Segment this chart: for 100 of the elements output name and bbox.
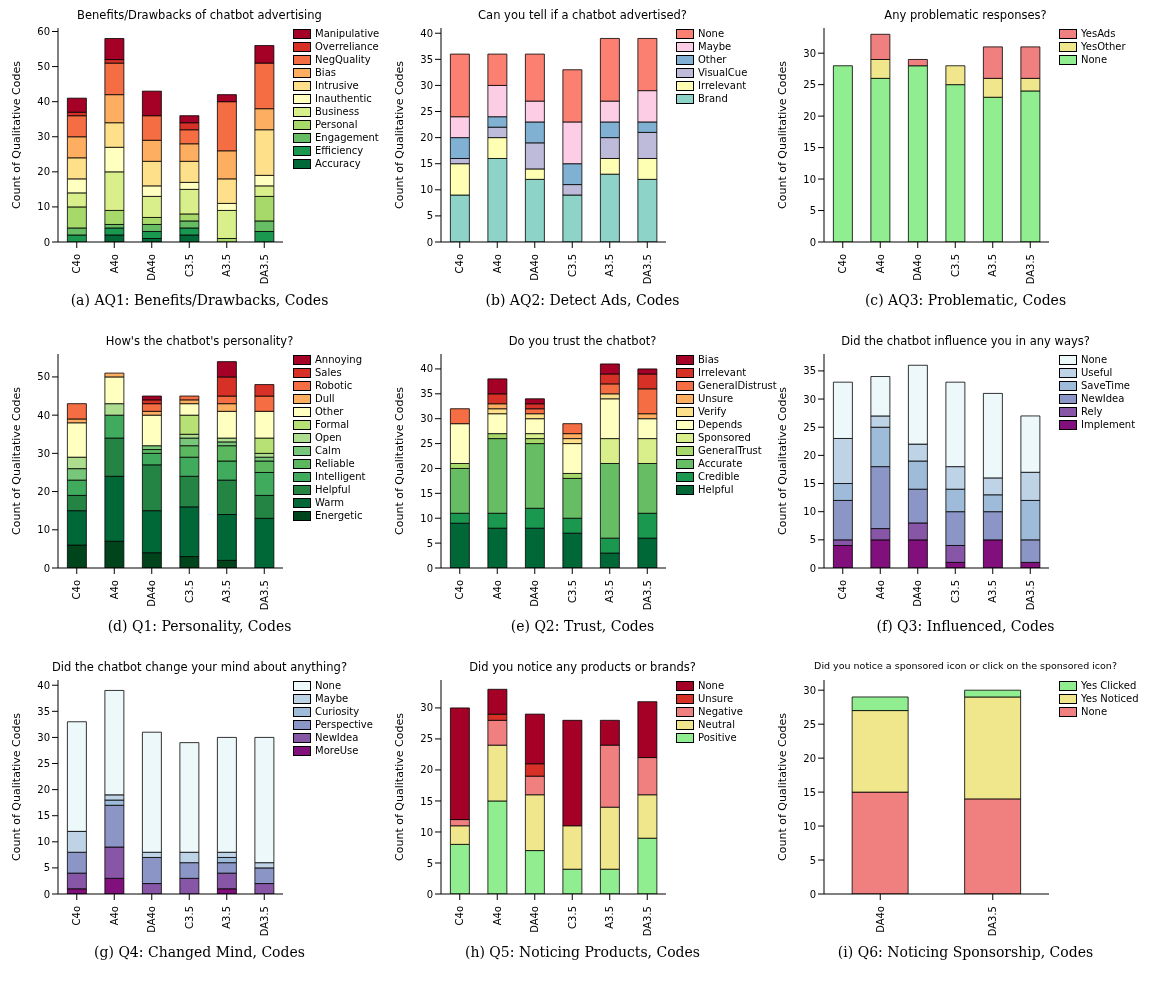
y-tick-label: 25 [420, 733, 433, 745]
x-tick-label: DA4o [146, 254, 158, 281]
legend-label: Efficiency [315, 145, 364, 156]
x-tick-label: C3.5 [566, 580, 578, 603]
legend-label: Sales [315, 367, 342, 378]
legend-label: Open [315, 432, 342, 443]
legend-label: None [698, 680, 725, 691]
text: (f) Q3: Influenced, Codes [876, 618, 1055, 634]
y-tick-label: 15 [803, 142, 816, 154]
y-axis-title: Count of Qualitative Codes [775, 386, 789, 535]
text: (b) AQ2: Detect Ads, Codes [485, 292, 680, 308]
y-tick-label: 5 [426, 857, 433, 869]
x-tick-label: DA3.5 [987, 906, 999, 937]
y-tick-label: 35 [420, 388, 433, 400]
x-tick-label: C3.5 [183, 254, 195, 277]
y-tick-label: 0 [426, 236, 433, 248]
x-tick-label: A3.5 [221, 254, 233, 277]
y-tick-label: 20 [420, 132, 433, 144]
legend-label: NewIdea [1081, 393, 1125, 404]
x-tick-label: DA4o [146, 906, 158, 933]
x-tick-label: A3.5 [604, 580, 616, 603]
legend-label: Perspective [315, 719, 373, 730]
y-tick-label: 10 [803, 506, 816, 518]
y-axis-title: Count of Qualitative Codes [775, 712, 789, 861]
legend-label: Formal [315, 419, 350, 430]
legend-label: None [1081, 706, 1108, 717]
y-tick-label: 50 [37, 61, 50, 73]
y-tick-label: 30 [420, 79, 433, 91]
legend-label: Accurate [698, 458, 743, 469]
chart-title: Can you tell if a chatbot advertised? [478, 8, 687, 24]
legend-label: Intelligent [315, 471, 366, 482]
text: (g) Q4: Changed Mind, Codes [94, 944, 305, 960]
x-tick-label: A4o [491, 254, 503, 274]
y-tick-label: 30 [420, 702, 433, 714]
y-tick-label: 30 [803, 393, 816, 405]
y-tick-label: 40 [37, 409, 50, 421]
y-tick-label: 15 [803, 786, 816, 798]
y-axis-title: Count of Qualitative Codes [775, 60, 789, 209]
x-tick-label: A3.5 [604, 254, 616, 277]
legend-label: Accuracy [315, 158, 361, 169]
x-tick-label: DA4o [874, 906, 886, 933]
legend-label: Reliable [315, 458, 355, 469]
x-tick-label: DA3.5 [641, 906, 653, 937]
y-tick-label: 40 [37, 679, 50, 691]
legend-label: Positive [698, 732, 737, 743]
y-tick-label: 20 [420, 764, 433, 776]
x-tick-label: C3.5 [566, 906, 578, 929]
y-tick-label: 30 [803, 684, 816, 696]
y-tick-label: 40 [420, 363, 433, 375]
y-tick-label: 15 [37, 810, 50, 822]
y-tick-label: 10 [420, 826, 433, 838]
y-axis-title: Count of Qualitative Codes [9, 386, 23, 535]
y-axis-title: Count of Qualitative Codes [392, 712, 406, 861]
y-tick-label: 0 [809, 562, 816, 574]
text: (i) Q6: Noticing Sponsorship, Codes [837, 944, 1094, 960]
x-tick-label: DA3.5 [1024, 254, 1036, 285]
y-tick-label: 0 [43, 562, 50, 574]
y-tick-label: 10 [37, 524, 50, 536]
legend-label: GeneralDistrust [698, 380, 777, 391]
y-tick-label: 5 [809, 854, 816, 866]
y-tick-label: 30 [803, 47, 816, 59]
x-tick-label: C4o [454, 906, 466, 926]
y-tick-label: 10 [420, 512, 433, 524]
x-tick-label: C4o [71, 906, 83, 926]
y-tick-label: 35 [420, 53, 433, 65]
legend-label: Helpful [698, 484, 734, 495]
x-tick-label: A4o [108, 906, 120, 926]
y-tick-label: 0 [426, 562, 433, 574]
y-tick-label: 20 [37, 784, 50, 796]
x-tick-label: C4o [71, 580, 83, 600]
y-tick-label: 25 [803, 421, 816, 433]
legend-label: YesAds [1081, 28, 1116, 39]
legend-label: Other [698, 54, 727, 65]
y-tick-label: 10 [803, 820, 816, 832]
y-tick-label: 30 [37, 131, 50, 143]
y-tick-label: 0 [43, 236, 50, 248]
x-tick-label: C4o [71, 254, 83, 274]
y-tick-label: 35 [803, 365, 816, 377]
legend-label: Manipulative [315, 28, 380, 39]
y-tick-label: 20 [420, 463, 433, 475]
legend-label: YesOther [1081, 41, 1126, 52]
legend-label: Energetic [315, 510, 363, 521]
legend-label: Maybe [698, 41, 732, 52]
y-tick-label: 20 [37, 166, 50, 178]
chart-title: Benefits/Drawbacks of chatbot advertising [77, 8, 322, 24]
y-tick-label: 25 [37, 758, 50, 770]
y-tick-label: 25 [420, 438, 433, 450]
x-tick-label: A3.5 [987, 580, 999, 603]
y-tick-label: 5 [809, 534, 816, 546]
x-tick-label: A4o [108, 580, 120, 600]
x-tick-label: DA4o [912, 254, 924, 281]
y-tick-label: 25 [803, 718, 816, 730]
y-tick-label: 5 [426, 210, 433, 222]
y-tick-label: 25 [803, 79, 816, 91]
x-tick-label: A4o [874, 254, 886, 274]
legend-label: Maybe [315, 693, 349, 704]
y-tick-label: 30 [37, 731, 50, 743]
legend-label: GeneralTrust [698, 445, 762, 456]
legend-label: None [1081, 54, 1108, 65]
y-tick-label: 0 [426, 888, 433, 900]
